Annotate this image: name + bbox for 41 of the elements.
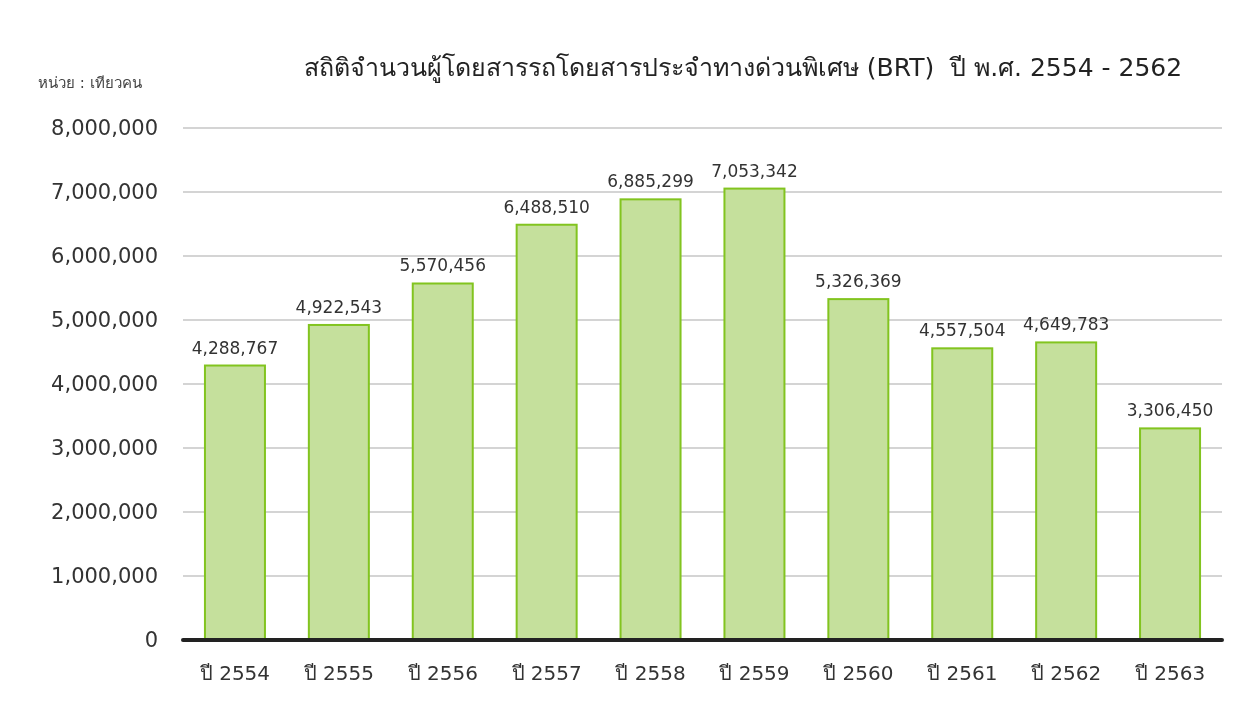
data-label: 4,649,783: [1022, 314, 1110, 335]
bar: [1139, 427, 1202, 641]
data-label: 6,885,299: [607, 171, 694, 192]
data-label: 4,922,543: [295, 296, 383, 317]
chart-title: สถิติจำนวนผู้โดยสารรถโดยสารประจำทางด่วนพิเศษ (BRT) ปี พ.ศ. 2554 - 2562: [303, 53, 1183, 83]
y-tick-label: 8,000,000: [51, 116, 158, 141]
y-tick-label: 7,000,000: [51, 180, 158, 205]
x-tick-label: ปี 2557: [511, 661, 582, 685]
x-tick-label: ปี 2562: [1031, 661, 1102, 685]
x-tick-label: ปี 2559: [719, 661, 790, 685]
y-tick-label: 3,000,000: [51, 436, 158, 461]
x-tick-label: ปี 2554: [199, 661, 271, 685]
y-tick-label: 5,000,000: [51, 308, 158, 333]
bar: [307, 323, 370, 641]
data-label: 3,306,450: [1126, 400, 1214, 421]
x-tick-label: ปี 2561: [927, 661, 998, 685]
y-tick-label: 0: [144, 628, 158, 653]
x-tick-label: ปี 2555: [303, 661, 374, 685]
x-tick-label: ปี 2563: [1134, 661, 1206, 685]
data-label: 5,326,369: [815, 271, 902, 292]
x-tick-label: ปี 2558: [615, 661, 686, 685]
x-tick-label: ปี 2560: [823, 661, 894, 685]
data-label: 7,053,342: [711, 160, 798, 181]
bar: [1035, 341, 1098, 641]
bar: [723, 187, 786, 641]
y-tick-label: 2,000,000: [51, 500, 158, 525]
y-tick-label: 1,000,000: [51, 564, 158, 589]
data-label: 4,288,767: [191, 337, 279, 358]
bar: [619, 198, 682, 641]
bar: [411, 282, 474, 641]
bar: [515, 223, 578, 641]
y-axis-title: หน่วย : เทียวคน: [38, 74, 142, 92]
data-label: 6,488,510: [503, 196, 590, 217]
y-tick-label: 4,000,000: [51, 372, 158, 397]
bar: [931, 347, 994, 641]
bar: [827, 298, 890, 641]
bar: [203, 364, 266, 641]
data-label: 4,557,504: [918, 320, 1006, 341]
y-tick-label: 6,000,000: [51, 244, 158, 269]
data-label: 5,570,456: [399, 255, 487, 276]
x-tick-label: ปี 2556: [407, 661, 478, 685]
